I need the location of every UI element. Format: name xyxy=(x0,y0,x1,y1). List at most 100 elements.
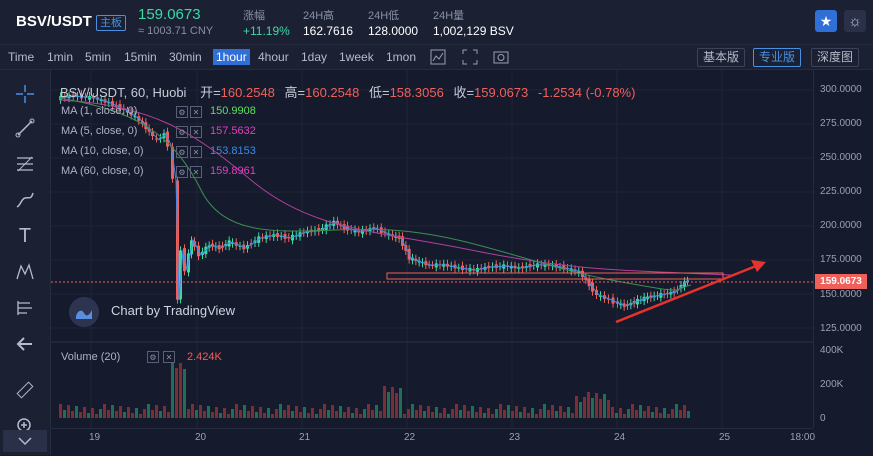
volume-bar xyxy=(459,410,462,418)
candle-body xyxy=(155,138,158,140)
text-tool-icon[interactable]: T xyxy=(18,224,32,247)
depth-chart-button[interactable]: 深度图 xyxy=(811,48,860,67)
volume-bar xyxy=(183,369,186,418)
high-value: 162.7616 xyxy=(303,24,354,38)
x-tick: 22 xyxy=(404,432,416,443)
brush-icon[interactable] xyxy=(13,188,37,212)
volume-bar xyxy=(251,406,254,418)
tf-4hour[interactable]: 4hour xyxy=(258,50,289,64)
tf-1min[interactable]: 1min xyxy=(47,50,74,64)
volume-bar xyxy=(535,414,538,418)
basic-version-button[interactable]: 基本版 xyxy=(697,48,746,67)
volume-bar xyxy=(375,405,378,418)
close-value: 159.0673 xyxy=(474,85,529,100)
volume-bar xyxy=(483,413,486,418)
ma10-label[interactable]: MA (10, close, 0) xyxy=(61,145,144,157)
ruler-icon[interactable] xyxy=(13,378,37,402)
volume-bar xyxy=(139,414,142,418)
ma1-label[interactable]: MA (1, close, 0) xyxy=(61,105,138,117)
volume-bar xyxy=(451,409,454,418)
x-tick: 25 xyxy=(719,432,731,443)
pair-name[interactable]: BSV/USDT xyxy=(16,13,92,30)
volume-bar xyxy=(607,400,610,418)
volume-bar xyxy=(235,404,238,418)
tf-15min[interactable]: 15min xyxy=(124,50,157,64)
low-value: 158.3056 xyxy=(389,85,444,100)
volume-bar xyxy=(599,399,602,418)
low-value: 128.0000 xyxy=(368,24,419,38)
volume-bar xyxy=(527,413,530,418)
volume-bar xyxy=(611,407,614,418)
ma1-settings-icon[interactable]: ⚙ xyxy=(176,106,188,118)
volume-bar xyxy=(111,405,114,418)
volume-bar xyxy=(259,407,262,418)
vol-tick: 400K xyxy=(820,345,844,356)
volume-bar xyxy=(623,414,626,418)
pro-version-button[interactable]: 专业版 xyxy=(753,48,802,67)
ma60-settings-icon[interactable]: ⚙ xyxy=(176,166,188,178)
crosshair-icon[interactable] xyxy=(13,82,37,106)
volume-bar xyxy=(491,414,494,418)
ma60-value: 159.8961 xyxy=(210,165,256,177)
screenshot-icon[interactable] xyxy=(492,48,510,66)
volume-close-icon[interactable]: ✕ xyxy=(163,351,175,363)
ma10-settings-icon[interactable]: ⚙ xyxy=(176,146,188,158)
theme-sun-icon[interactable]: ☼ xyxy=(844,10,866,32)
x-tick: 23 xyxy=(509,432,521,443)
volume-bar xyxy=(171,362,174,418)
volume-bar xyxy=(539,409,542,418)
ma5-settings-icon[interactable]: ⚙ xyxy=(176,126,188,138)
ma60-label[interactable]: MA (60, close, 0) xyxy=(61,165,144,177)
volume-bar xyxy=(175,368,178,418)
tf-1day[interactable]: 1day xyxy=(301,50,328,64)
open-label: 开= xyxy=(200,85,221,100)
volume-bar xyxy=(271,414,274,418)
tf-time[interactable]: Time xyxy=(8,50,35,64)
price-chart[interactable] xyxy=(51,70,813,428)
pattern-icon[interactable] xyxy=(13,260,37,284)
volume-bar xyxy=(439,413,442,418)
change-label: 涨幅 xyxy=(243,10,265,22)
ohlc-legend: BSV/USDT, 60, Huobi 开=160.2548 高=160.254… xyxy=(60,82,635,101)
volume-bar xyxy=(399,388,402,418)
volume-bar xyxy=(387,392,390,418)
volume-bar xyxy=(263,413,266,418)
tf-1hour[interactable]: 1hour xyxy=(213,49,250,65)
support-zone-box xyxy=(386,272,724,280)
candle-body xyxy=(166,131,169,147)
prediction-icon[interactable] xyxy=(13,296,37,320)
ma60-close-icon[interactable]: ✕ xyxy=(190,166,202,178)
y-tick: 200.0000 xyxy=(820,220,862,231)
ma1-close-icon[interactable]: ✕ xyxy=(190,106,202,118)
price-axis[interactable] xyxy=(813,70,873,428)
volume-bar xyxy=(511,411,514,418)
volume-bar xyxy=(71,411,74,418)
time-axis[interactable] xyxy=(51,428,813,456)
volume-bar xyxy=(363,409,366,418)
tf-1week[interactable]: 1week xyxy=(339,50,374,64)
fullscreen-icon[interactable] xyxy=(461,48,479,66)
tf-5min[interactable]: 5min xyxy=(85,50,112,64)
volume-bar xyxy=(523,407,526,418)
trend-line-icon[interactable] xyxy=(13,116,37,140)
tf-1mon[interactable]: 1mon xyxy=(386,50,417,64)
x-tick: 20 xyxy=(195,432,207,443)
moving-average-lines xyxy=(51,95,813,307)
favorite-star-icon[interactable]: ★ xyxy=(815,10,837,32)
fib-retracement-icon[interactable] xyxy=(13,152,37,176)
back-arrow-icon[interactable] xyxy=(13,332,37,356)
cny-price: ≈ 1003.71 CNY xyxy=(138,25,214,37)
tf-30min[interactable]: 30min xyxy=(169,50,202,64)
low-label: 24H低 xyxy=(368,10,400,22)
volume-bar xyxy=(75,406,78,418)
volume-bar xyxy=(339,406,342,418)
indicator-icon[interactable] xyxy=(429,48,447,66)
volume-bar xyxy=(463,405,466,418)
ma5-close-icon[interactable]: ✕ xyxy=(190,126,202,138)
volume-label[interactable]: Volume (20) xyxy=(61,351,121,363)
ma5-label[interactable]: MA (5, close, 0) xyxy=(61,125,138,137)
volume-settings-icon[interactable]: ⚙ xyxy=(147,351,159,363)
volume-bar xyxy=(519,412,522,418)
collapse-toolbar-icon[interactable] xyxy=(3,430,47,452)
ma10-close-icon[interactable]: ✕ xyxy=(190,146,202,158)
